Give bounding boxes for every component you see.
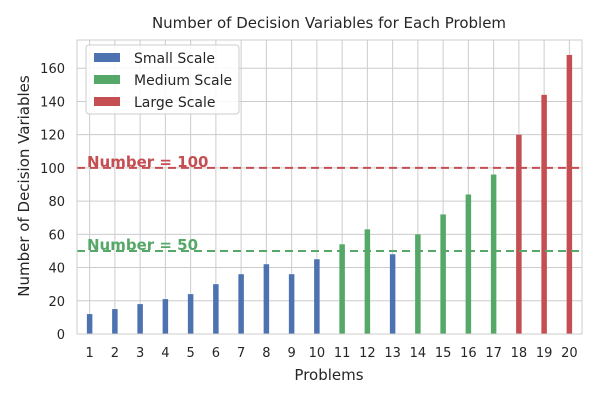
x-tick-label: 11 xyxy=(334,346,351,361)
bar-small-scale xyxy=(238,274,244,334)
x-tick-label: 5 xyxy=(186,346,194,361)
x-tick-label: 19 xyxy=(536,346,553,361)
bar-small-scale xyxy=(389,254,396,334)
legend-swatch xyxy=(94,75,120,84)
bar-medium-scale xyxy=(440,214,446,334)
y-tick-labels: 0 20 40 60 80 100 120 140 160 xyxy=(40,62,65,343)
reference-line-label: Number = 50 xyxy=(87,236,198,254)
legend-label: Medium Scale xyxy=(134,73,232,89)
bar-small-scale xyxy=(213,284,219,334)
x-tick-label: 2 xyxy=(111,346,119,361)
y-tick-label: 140 xyxy=(40,95,65,110)
y-tick-label: 60 xyxy=(48,228,65,243)
bar-medium-scale xyxy=(415,234,421,334)
x-tick-label: 6 xyxy=(212,346,220,361)
y-tick-label: 20 xyxy=(48,295,65,310)
y-tick-label: 0 xyxy=(57,328,65,343)
legend-swatch xyxy=(94,97,120,106)
x-tick-label: 3 xyxy=(136,346,144,361)
x-tick-label: 18 xyxy=(511,346,528,361)
bar-large-scale xyxy=(541,94,547,334)
reference-lines: Number = 100 Number = 50 xyxy=(77,153,582,254)
bar-small-scale xyxy=(187,294,194,334)
x-tick-label: 10 xyxy=(309,346,326,361)
x-tick-label: 17 xyxy=(485,346,502,361)
bar-small-scale xyxy=(86,314,93,334)
legend-swatch xyxy=(94,53,120,62)
x-tick-label: 14 xyxy=(410,346,427,361)
x-tick-label: 4 xyxy=(161,346,169,361)
x-tick-label: 16 xyxy=(460,346,477,361)
bar-medium-scale xyxy=(490,174,497,334)
x-axis-label: Problems xyxy=(294,366,363,384)
bar-small-scale xyxy=(112,309,118,334)
bar-medium-scale xyxy=(465,194,472,334)
x-tick-label: 9 xyxy=(287,346,295,361)
bar-small-scale xyxy=(263,264,270,334)
chart-title: Number of Decision Variables for Each Pr… xyxy=(152,14,506,32)
legend-box xyxy=(85,44,240,115)
bar-small-scale xyxy=(314,259,320,334)
bars xyxy=(86,54,573,334)
x-tick-label: 20 xyxy=(561,346,578,361)
bar-small-scale xyxy=(288,274,295,334)
y-tick-label: 100 xyxy=(40,162,65,177)
x-tick-label: 7 xyxy=(237,346,245,361)
y-tick-label: 80 xyxy=(48,195,65,210)
legend-label: Large Scale xyxy=(134,95,216,111)
x-tick-label: 1 xyxy=(85,346,93,361)
x-tick-label: 13 xyxy=(384,346,401,361)
bar-medium-scale xyxy=(339,244,345,334)
bar-small-scale xyxy=(162,299,169,334)
legend: Small Scale Medium Scale Large Scale xyxy=(85,44,240,115)
x-tick-labels: 1 2 3 4 5 6 7 8 9 10 11 12 13 14 15 16 17 18 19 20 xyxy=(85,346,577,361)
x-tick-label: 15 xyxy=(435,346,452,361)
reference-line-label: Number = 100 xyxy=(87,153,209,171)
plot-frame xyxy=(76,39,583,335)
x-tick-label: 12 xyxy=(359,346,376,361)
bar-large-scale xyxy=(516,134,522,334)
axes xyxy=(76,39,583,335)
bar-small-scale xyxy=(137,304,143,334)
y-tick-label: 120 xyxy=(40,129,65,144)
legend-label: Small Scale xyxy=(134,51,215,67)
y-tick-label: 40 xyxy=(48,262,65,277)
bar-large-scale xyxy=(566,54,573,334)
y-axis-label: Number of Decision Variables xyxy=(15,75,33,297)
y-tick-label: 160 xyxy=(40,62,65,77)
bar-medium-scale xyxy=(364,229,371,334)
x-tick-label: 8 xyxy=(262,346,270,361)
